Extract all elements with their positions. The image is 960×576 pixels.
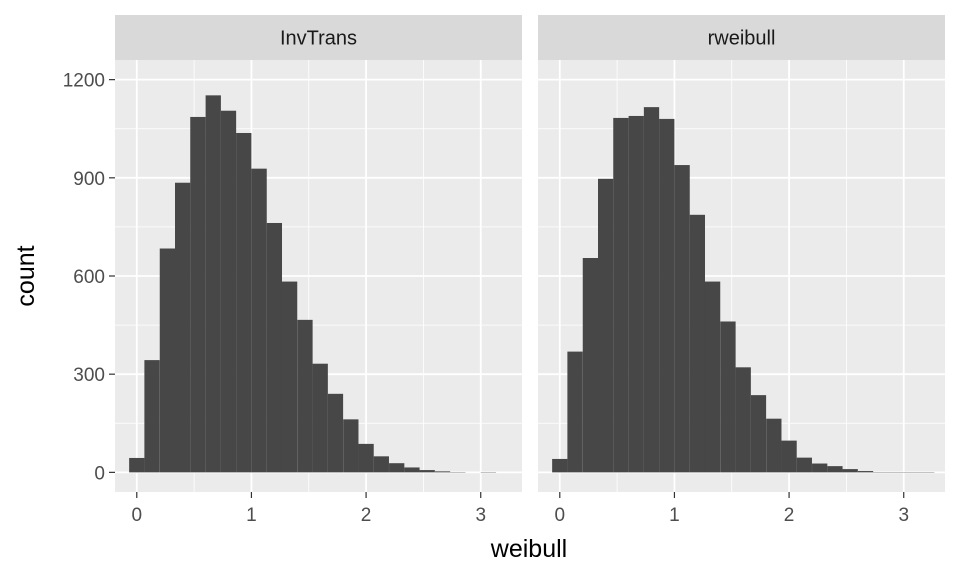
x-axis-title: weibull — [490, 535, 567, 563]
histogram-bar — [129, 457, 145, 473]
histogram-bar — [827, 466, 843, 473]
histogram-bar — [812, 463, 828, 473]
histogram-bar — [190, 116, 206, 473]
histogram-bar — [857, 471, 874, 473]
histogram-bar — [674, 165, 690, 473]
histogram-bar — [842, 469, 858, 473]
histogram-bar — [144, 360, 160, 473]
histogram-bar — [735, 367, 751, 473]
facet-strip — [115, 15, 522, 60]
histogram-bar — [419, 470, 435, 473]
y-tick-label: 1200 — [63, 71, 105, 92]
histogram-bar — [297, 319, 313, 473]
histogram-bar — [598, 178, 614, 473]
histogram-bar — [552, 458, 568, 473]
x-tick-label: 2 — [784, 505, 795, 526]
histogram-bar — [389, 463, 405, 473]
x-tick-label: 0 — [131, 505, 142, 526]
histogram-bar — [659, 118, 675, 473]
x-tick-label: 0 — [554, 505, 565, 526]
histogram-bar — [628, 115, 644, 473]
facet-label: rweibull — [708, 28, 776, 50]
histogram-bar — [404, 467, 420, 473]
histogram-bar — [796, 457, 812, 473]
histogram-bar — [720, 321, 736, 473]
histogram-bar — [327, 393, 344, 473]
histogram-bar — [312, 363, 328, 473]
histogram-bar — [373, 456, 389, 473]
y-tick-label: 300 — [73, 365, 105, 386]
histogram-bar — [643, 107, 660, 473]
histogram-bar — [358, 443, 374, 473]
histogram-bar — [220, 110, 237, 473]
histogram-bar — [159, 248, 176, 473]
x-tick-label: 3 — [475, 505, 486, 526]
y-tick-label: 600 — [73, 267, 105, 288]
facet-strip — [538, 15, 945, 60]
y-tick-label: 900 — [73, 169, 105, 190]
histogram-bar — [175, 182, 191, 473]
histogram-bar — [205, 95, 221, 473]
histogram-bar — [704, 281, 721, 473]
histogram-bar — [251, 168, 267, 473]
x-tick-label: 2 — [361, 505, 372, 526]
histogram-bar — [266, 222, 283, 473]
x-tick-label: 1 — [669, 505, 680, 526]
histogram-bar — [766, 418, 782, 473]
histogram-bar — [434, 471, 451, 473]
histogram-bar — [750, 395, 767, 473]
histogram-bar — [613, 117, 629, 473]
x-tick-label: 3 — [898, 505, 909, 526]
histogram-bar — [689, 214, 706, 473]
histogram-bar — [343, 419, 359, 473]
histogram-bar — [582, 258, 599, 473]
y-axis-title: count — [12, 245, 40, 306]
histogram-bar — [567, 351, 583, 473]
x-tick-label: 1 — [246, 505, 257, 526]
histogram-bar — [281, 281, 298, 473]
y-tick-label: 0 — [94, 463, 105, 484]
histogram-bar — [236, 132, 252, 473]
facet-label: InvTrans — [280, 28, 357, 50]
histogram-bar — [781, 440, 797, 473]
